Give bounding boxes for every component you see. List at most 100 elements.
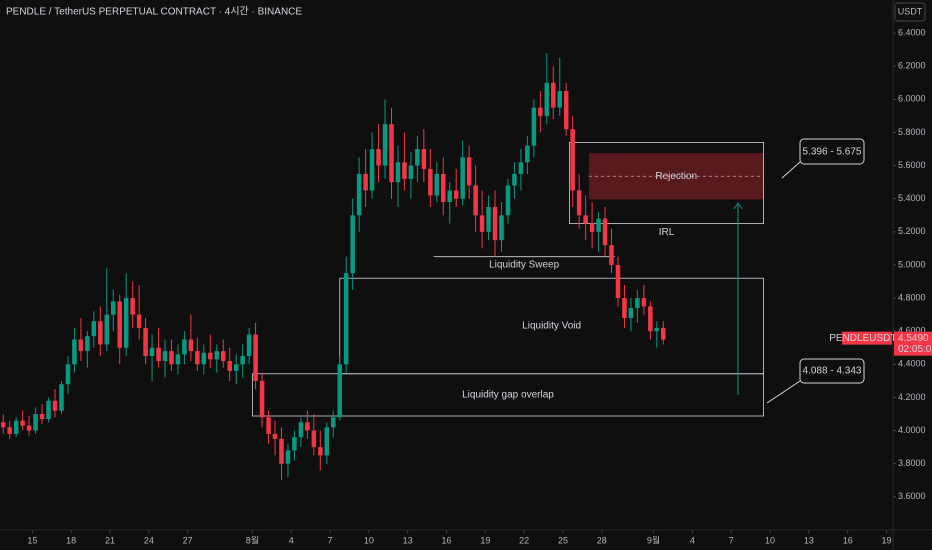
candle-body	[182, 339, 187, 355]
plot-area	[0, 52, 764, 481]
x-tick-label: 25	[558, 535, 568, 545]
candle-body	[130, 298, 135, 315]
candle-body	[363, 173, 368, 191]
candle-body	[350, 215, 355, 274]
candle-body	[402, 162, 407, 179]
candle-body	[246, 334, 252, 357]
candle-body	[136, 314, 142, 328]
candle-body	[324, 427, 330, 456]
candle-body	[376, 149, 381, 166]
candle-body	[214, 351, 220, 360]
candle-body	[622, 298, 627, 318]
candle-body	[609, 245, 614, 265]
candle-body	[460, 157, 465, 199]
currency-button[interactable]	[894, 2, 926, 22]
candle-body	[65, 364, 71, 385]
x-tick-label: 13	[804, 535, 814, 545]
y-tick-label: 6.4000	[898, 27, 926, 37]
candle-body	[434, 173, 440, 196]
callout-box	[799, 358, 865, 384]
candle-body	[466, 157, 472, 186]
x-tick-label: 19	[882, 535, 892, 545]
candle-body	[654, 327, 660, 332]
candle-body	[188, 339, 194, 352]
candle-body	[143, 327, 148, 357]
candle-body	[648, 306, 653, 332]
candle-body	[285, 450, 291, 464]
candle-body	[440, 173, 446, 203]
candle-body	[20, 420, 25, 426]
candle-body	[195, 351, 200, 365]
candle-body	[272, 433, 278, 439]
candle-body	[175, 354, 181, 365]
candle-body	[227, 361, 232, 371]
candle-body	[110, 301, 116, 315]
y-tick-label: 5.0000	[898, 259, 926, 269]
candle-body	[0, 422, 6, 428]
candle-body	[661, 327, 666, 340]
y-tick-label: 5.2000	[898, 226, 926, 236]
x-tick-label: 10	[364, 535, 374, 545]
candle-body	[162, 351, 168, 362]
candle-body	[220, 351, 226, 362]
candle-body	[486, 207, 491, 232]
x-tick-label: 27	[183, 535, 193, 545]
callout-box	[799, 138, 865, 165]
candle-body	[570, 129, 575, 191]
candle-body	[408, 165, 414, 179]
candle-body	[149, 347, 155, 357]
candle-body	[563, 91, 569, 130]
x-tick-label: 9월	[647, 534, 660, 545]
candle-body	[78, 339, 84, 352]
callout-text: 5.396 - 5.675	[803, 147, 862, 158]
candle-body	[279, 438, 284, 464]
candle-body	[428, 168, 433, 196]
symbol-badge	[842, 331, 892, 345]
candle-body	[98, 321, 103, 345]
candle-body	[492, 207, 498, 241]
zone	[569, 142, 764, 224]
candle-body	[589, 223, 595, 232]
candle-body	[615, 264, 621, 299]
y-tick-label: 4.0000	[898, 425, 926, 435]
candle-body	[318, 447, 323, 456]
candle-body	[26, 425, 32, 431]
candle-body	[123, 298, 129, 348]
candle-body	[602, 218, 608, 246]
candle-body	[233, 364, 239, 371]
candle-body	[46, 400, 51, 419]
candle-body	[298, 422, 304, 438]
candle-body	[117, 301, 122, 348]
zone-label: Liquidity Void	[522, 321, 581, 332]
y-tick-label: 3.6000	[898, 491, 926, 501]
candle-body	[389, 124, 394, 183]
candle-body	[292, 437, 297, 451]
x-tick-label: 4	[289, 535, 294, 545]
price-badge	[894, 331, 932, 356]
candle-body	[635, 298, 640, 309]
candle-body	[85, 336, 90, 352]
y-tick-label: 6.2000	[898, 61, 926, 71]
x-tick-label: 24	[144, 535, 154, 545]
x-tick-label: 7	[729, 535, 734, 545]
x-tick-label: 7	[328, 535, 333, 545]
candle-body	[337, 364, 342, 418]
candle-body	[104, 314, 110, 345]
x-tick-label: 21	[105, 535, 115, 545]
candle-body	[479, 215, 485, 232]
candle-body	[208, 352, 213, 360]
x-tick-label: 16	[843, 535, 853, 545]
y-tick-label: 5.6000	[898, 160, 926, 170]
price-label: 4.5490	[898, 333, 929, 344]
callout-leader	[766, 380, 801, 404]
candle-body	[356, 173, 362, 216]
y-tick-label: 5.8000	[898, 127, 926, 137]
candle-body	[421, 149, 427, 169]
candle-body	[156, 347, 161, 362]
y-tick-label: 4.2000	[898, 392, 926, 402]
currency-label[interactable]: USDT	[898, 6, 923, 16]
x-tick-label: 4	[690, 535, 695, 545]
candle-body	[551, 82, 556, 108]
